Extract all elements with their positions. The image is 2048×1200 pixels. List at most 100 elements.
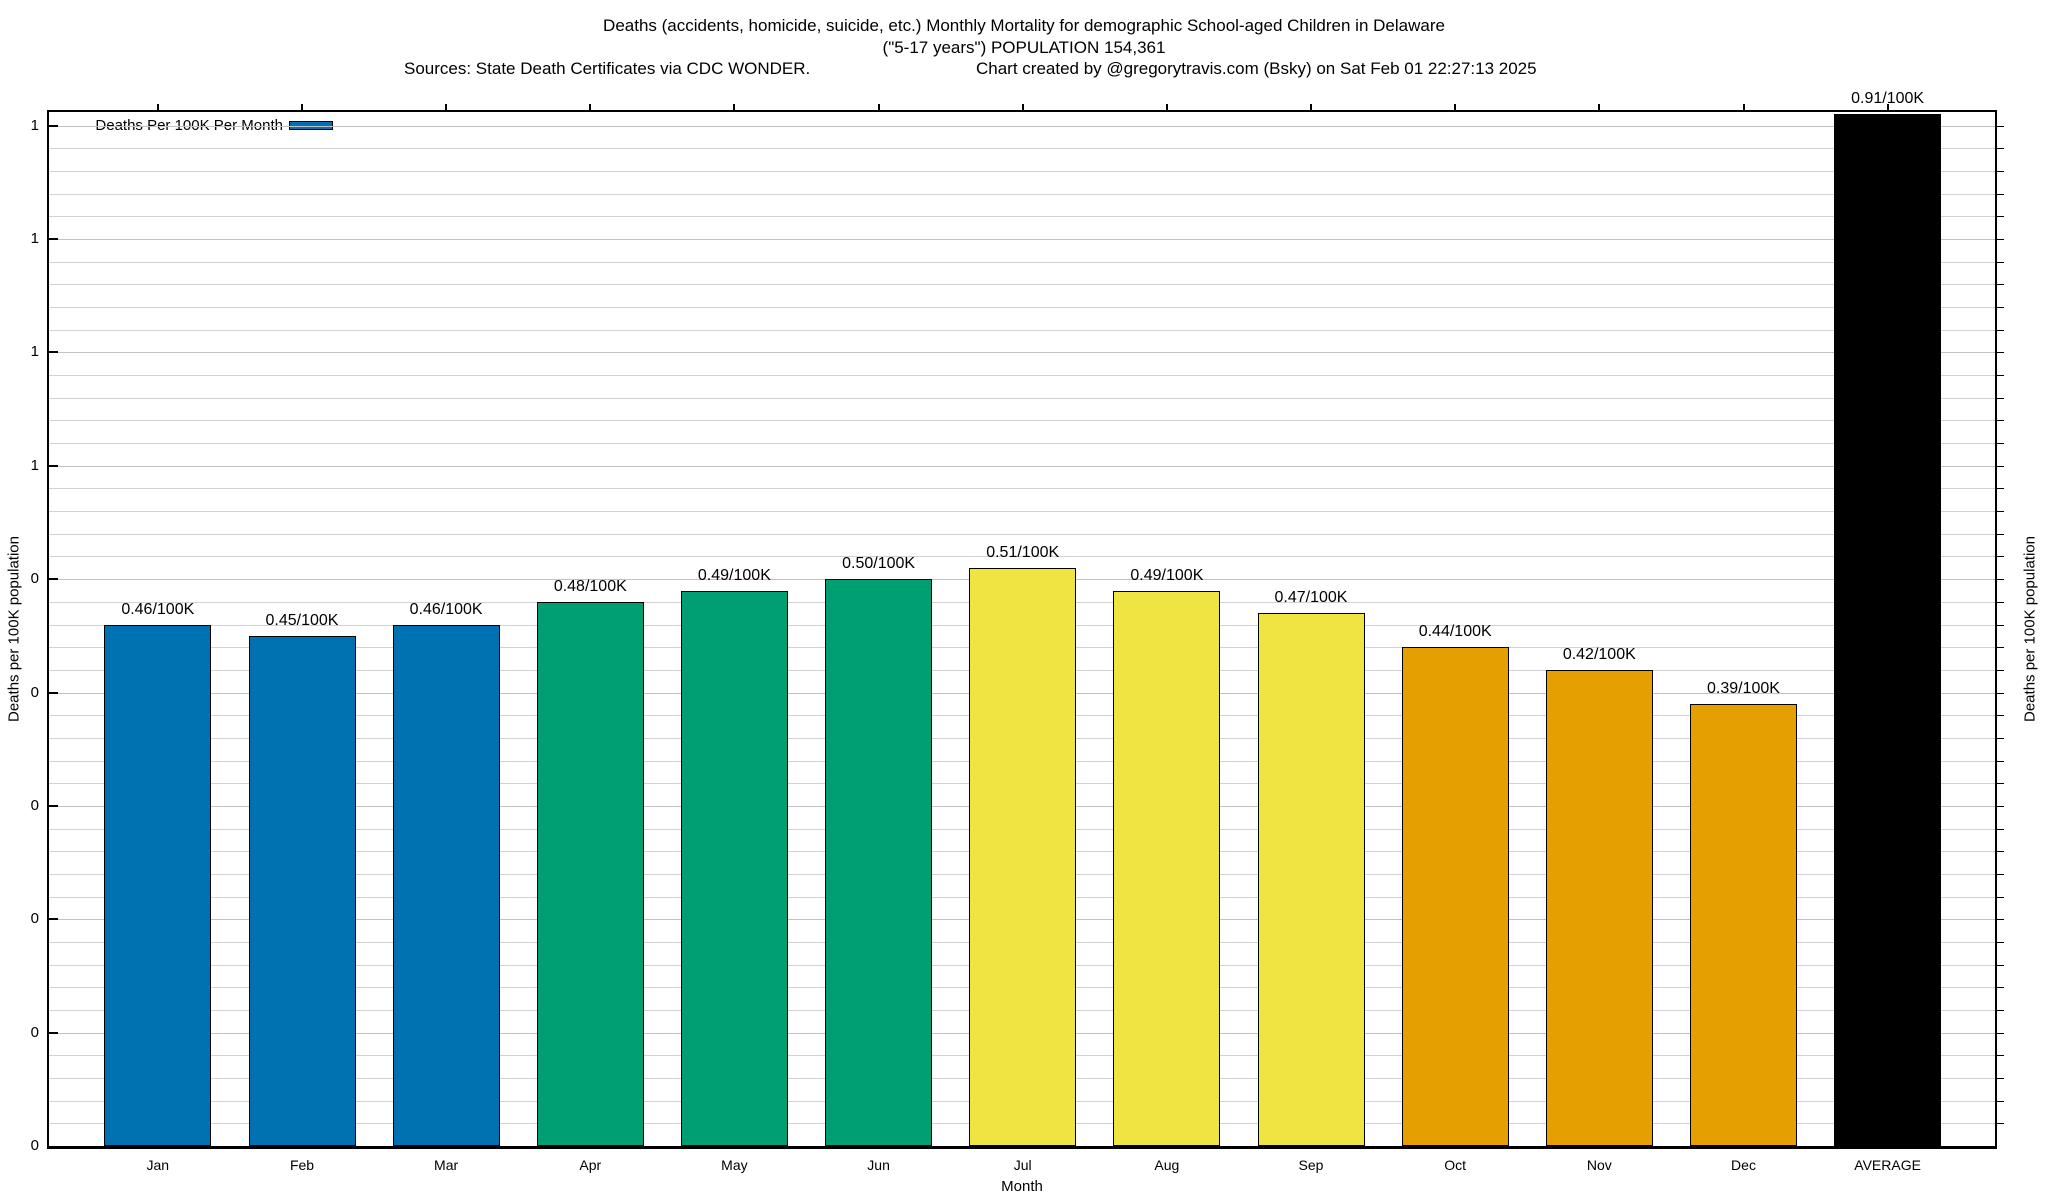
bar-value-label: 0.46/100K bbox=[409, 600, 483, 618]
y-right-tick bbox=[1997, 148, 2004, 150]
gridline bbox=[49, 125, 1995, 127]
sources-note: Sources: State Death Certificates via CD… bbox=[404, 59, 811, 78]
y-major-tick bbox=[49, 124, 58, 127]
y-right-tick bbox=[1997, 647, 2004, 649]
y-right-tick bbox=[1997, 352, 2004, 354]
y-major-tick bbox=[49, 578, 58, 581]
y-major-tick bbox=[49, 804, 58, 807]
y-right-tick bbox=[1997, 216, 2004, 218]
y-right-tick bbox=[1997, 805, 2004, 807]
legend-swatch bbox=[289, 121, 333, 130]
y-right-tick bbox=[1997, 488, 2004, 490]
x-tick-label-mar: Mar bbox=[434, 1157, 459, 1173]
x-top-tick bbox=[301, 104, 303, 110]
y-right-tick bbox=[1997, 828, 2004, 830]
y-right-tick bbox=[1997, 669, 2004, 671]
bar-oct bbox=[1401, 647, 1509, 1146]
bar-value-label: 0.45/100K bbox=[265, 611, 339, 629]
y-right-tick bbox=[1997, 692, 2004, 694]
y-right-tick bbox=[1997, 171, 2004, 172]
bar-value-label: 0.51/100K bbox=[986, 543, 1060, 561]
gridline bbox=[49, 193, 1995, 195]
gridline bbox=[49, 465, 1995, 467]
gridline bbox=[49, 397, 1995, 399]
y-major-tick bbox=[49, 238, 58, 240]
x-top-tick bbox=[733, 104, 736, 110]
x-top-tick bbox=[1021, 104, 1024, 110]
x-tick-label-nov: Nov bbox=[1586, 1157, 1612, 1173]
gridline bbox=[49, 261, 1995, 263]
x-top-tick bbox=[589, 104, 592, 110]
y-major-tick bbox=[49, 464, 58, 467]
y-tick-label: 0 bbox=[30, 683, 39, 701]
gridline bbox=[49, 148, 1995, 150]
gridline bbox=[49, 488, 1995, 490]
bar-dec bbox=[1690, 703, 1797, 1146]
y-major-tick bbox=[49, 1031, 58, 1034]
bar-sep bbox=[1257, 613, 1365, 1146]
x-top-tick bbox=[877, 104, 880, 110]
gridline bbox=[49, 420, 1995, 422]
y-right-tick bbox=[1997, 556, 2004, 558]
page-title: Deaths (accidents, homicide, suicide, et… bbox=[603, 16, 1445, 35]
bar-average bbox=[1834, 114, 1942, 1146]
y-right-tick bbox=[1997, 329, 2004, 331]
x-tick-label-jan: Jan bbox=[146, 1157, 170, 1173]
bar-value-label: 0.49/100K bbox=[1130, 566, 1204, 584]
y-right-tick bbox=[1997, 941, 2004, 943]
bar-value-label: 0.48/100K bbox=[553, 577, 627, 595]
y-right-tick bbox=[1997, 987, 2004, 989]
y-right-tick bbox=[1997, 760, 2004, 762]
y-right-tick bbox=[1997, 1078, 2004, 1079]
x-top-tick bbox=[1310, 104, 1312, 110]
y-right-tick bbox=[1997, 307, 2004, 308]
y-right-tick bbox=[1997, 284, 2004, 286]
x-top-tick bbox=[1886, 104, 1889, 110]
gridline bbox=[49, 443, 1995, 445]
y-major-tick bbox=[49, 691, 58, 694]
y-tick-label: 0 bbox=[30, 910, 39, 928]
x-tick-label-jul: Jul bbox=[1013, 1157, 1032, 1173]
x-tick-label-sep: Sep bbox=[1298, 1157, 1324, 1173]
y-tick-label: 1 bbox=[30, 116, 39, 134]
x-tick-label-may: May bbox=[721, 1157, 748, 1173]
bar-value-label: 0.39/100K bbox=[1707, 679, 1780, 697]
y-right-tick bbox=[1997, 896, 2004, 898]
y-right-tick bbox=[1997, 579, 2004, 581]
x-top-tick bbox=[1454, 104, 1457, 110]
y-right-tick bbox=[1997, 964, 2004, 966]
bar-value-label: 0.47/100K bbox=[1274, 589, 1348, 607]
y-right-tick bbox=[1997, 624, 2004, 626]
y-right-tick bbox=[1997, 715, 2004, 717]
gridline bbox=[49, 375, 1995, 376]
bar-jan bbox=[104, 624, 212, 1146]
credit-note: Chart created by @gregorytravis.com (Bsk… bbox=[976, 59, 1537, 78]
x-tick-label-apr: Apr bbox=[579, 1157, 602, 1173]
x-axis-title: Month bbox=[1001, 1178, 1043, 1195]
y-tick-label: 1 bbox=[30, 230, 39, 247]
bar-nov bbox=[1545, 669, 1653, 1146]
y-right-tick bbox=[1997, 783, 2004, 785]
gridline bbox=[49, 171, 1995, 172]
gridline bbox=[49, 329, 1995, 331]
x-tick-label-aug: Aug bbox=[1154, 1157, 1180, 1173]
y-tick-label: 1 bbox=[30, 456, 39, 474]
y-right-tick bbox=[1997, 919, 2004, 921]
y-tick-label: 0 bbox=[30, 1137, 39, 1154]
y-right-tick bbox=[1997, 533, 2004, 535]
y-right-tick bbox=[1997, 737, 2004, 739]
page-subtitle: ("5-17 years") POPULATION 154,361 bbox=[882, 38, 1166, 57]
y-right-tick bbox=[1997, 601, 2004, 603]
gridline bbox=[49, 239, 1995, 240]
y-axis-title-right: Deaths per 100K population bbox=[2021, 536, 2039, 722]
gridline bbox=[49, 511, 1995, 513]
y-right-tick bbox=[1997, 1055, 2004, 1057]
bar-value-label: 0.50/100K bbox=[842, 555, 916, 573]
bar-jun bbox=[825, 579, 933, 1146]
bar-value-label: 0.42/100K bbox=[1562, 645, 1636, 663]
bar-jul bbox=[969, 567, 1077, 1146]
bar-feb bbox=[248, 635, 356, 1146]
y-right-tick bbox=[1997, 443, 2004, 445]
y-right-tick bbox=[1997, 851, 2004, 853]
